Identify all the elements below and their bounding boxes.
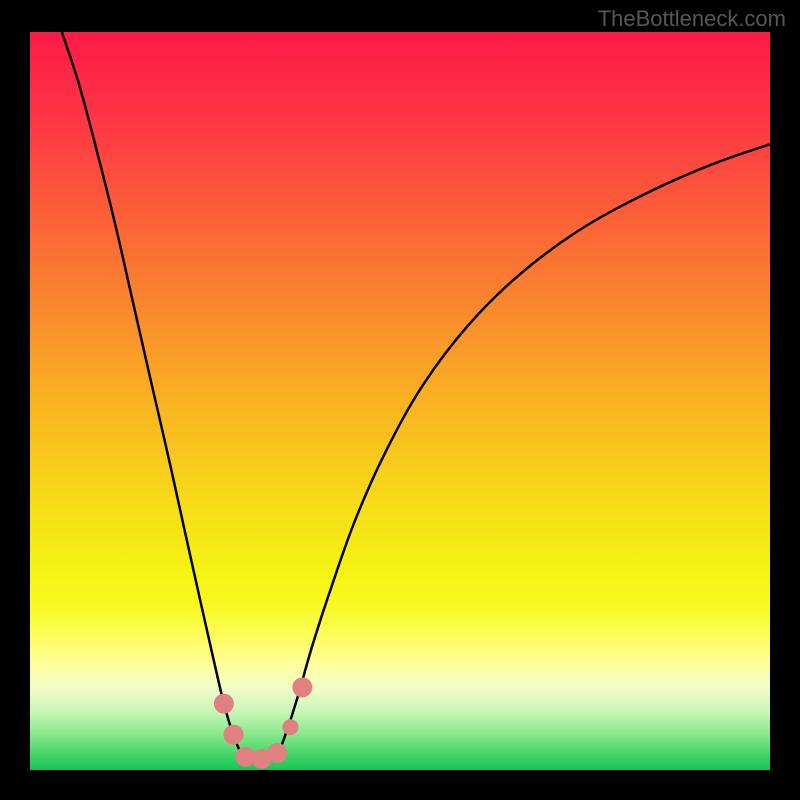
curve-marker [224, 725, 244, 745]
curve-layer [30, 32, 770, 770]
curve-marker [282, 719, 298, 735]
curve-marker [267, 743, 287, 763]
bottleneck-curve [62, 32, 770, 760]
curve-marker [292, 677, 312, 697]
plot-area [30, 32, 770, 770]
watermark-text: TheBottleneck.com [598, 6, 786, 32]
curve-marker [214, 694, 234, 714]
